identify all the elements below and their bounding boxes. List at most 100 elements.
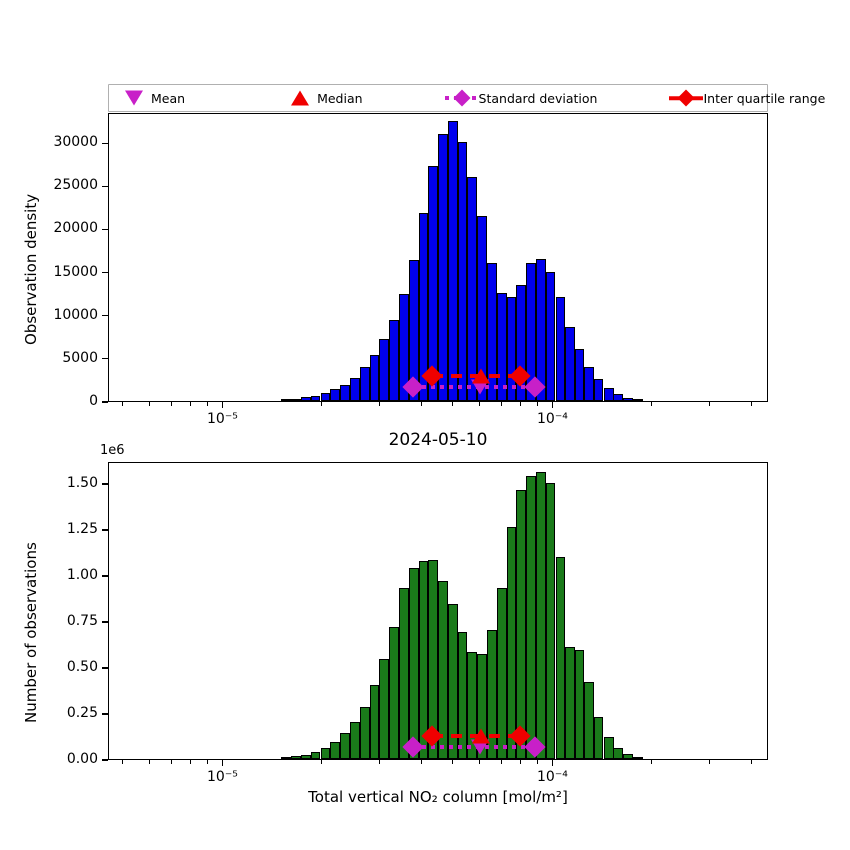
x-axis-label: Total vertical NO₂ column [mol/m²]	[308, 788, 568, 806]
bottom-histogram-bars	[109, 463, 767, 759]
y-axis-tick-label: 30000	[53, 134, 98, 151]
y-axis-tick	[102, 228, 108, 231]
x-axis-minor-tick	[519, 760, 521, 764]
histogram-bar	[467, 176, 478, 401]
histogram-bar	[428, 166, 439, 401]
histogram-bar	[359, 706, 370, 759]
x-axis-minor-tick	[709, 402, 711, 406]
histogram-bar	[526, 475, 536, 759]
y-axis-tick	[102, 529, 108, 531]
y-axis-tick-label: 5000	[62, 349, 98, 366]
x-axis-minor-tick	[519, 402, 521, 406]
histogram-bar	[622, 397, 633, 401]
x-axis-minor-tick	[189, 760, 191, 764]
histogram-bar	[291, 756, 301, 759]
histogram-bar	[291, 398, 301, 401]
top-plot-area	[108, 113, 768, 402]
y-axis-tick-label: 0.75	[66, 613, 98, 630]
histogram-bar	[438, 580, 448, 759]
x-axis-minor-tick	[500, 760, 502, 764]
y-axis-tick	[102, 401, 108, 403]
y-axis-tick-label: 0.25	[66, 705, 98, 721]
y-axis-tick-label: 1.50	[66, 475, 98, 492]
histogram-bar	[506, 297, 517, 401]
x-axis-minor-tick	[420, 760, 422, 764]
histogram-bar	[340, 384, 351, 401]
legend-label-standard-deviation: Standard deviation	[478, 90, 598, 106]
y-axis-tick	[102, 713, 108, 715]
histogram-bar	[418, 561, 429, 759]
histogram-bar	[418, 212, 429, 401]
y-axis-tick	[102, 271, 108, 274]
histogram-bar	[310, 395, 321, 401]
y-axis-tick-label: 25000	[53, 177, 98, 194]
histogram-bar	[340, 733, 351, 759]
bottom-y-offset-label: 1e6	[100, 443, 125, 458]
histogram-bar	[496, 293, 507, 401]
y-axis-tick-label: 0.50	[66, 659, 98, 676]
histogram-bar	[506, 527, 517, 759]
triangle-up-icon	[283, 89, 317, 107]
x-axis-minor-tick	[148, 402, 150, 406]
x-axis-tick-label: 10⁻⁴	[537, 769, 568, 785]
y-axis-tick	[102, 315, 108, 317]
histogram-bar	[447, 120, 458, 401]
histogram-bar	[535, 258, 546, 401]
histogram-bar	[408, 567, 419, 759]
y-axis-tick-label: 1.25	[66, 521, 98, 538]
histogram-bar	[301, 397, 311, 401]
dotted-diamond-icon	[444, 89, 479, 107]
x-axis-minor-tick	[170, 402, 172, 406]
x-axis-minor-tick	[452, 760, 454, 764]
bottom-plot-area	[108, 462, 768, 760]
legend-label-mean: Mean	[151, 90, 186, 106]
y-axis-tick-label: 0	[89, 393, 98, 409]
x-axis-tick-label: 10⁻⁴	[537, 411, 568, 427]
y-axis-tick-label: 1.00	[66, 567, 98, 584]
histogram-bar	[320, 747, 331, 759]
histogram-bar	[603, 388, 614, 401]
histogram-bar	[564, 326, 575, 401]
y-axis-tick	[102, 575, 108, 577]
histogram-bar	[457, 142, 468, 401]
histogram-bar	[457, 632, 468, 759]
histogram-bar	[369, 685, 380, 759]
histogram-bar	[398, 294, 409, 401]
x-axis-minor-tick	[709, 760, 711, 764]
histogram-bar	[516, 490, 527, 759]
x-axis-minor-tick	[536, 760, 538, 764]
legend: Mean Median Standard deviation Inter qua…	[108, 84, 825, 112]
histogram-bar	[632, 399, 643, 401]
histogram-bar	[398, 587, 409, 759]
x-axis-minor-tick	[478, 760, 480, 764]
histogram-bar	[467, 652, 478, 759]
top-y-axis-label: Observation density	[22, 193, 40, 345]
y-axis-tick	[102, 142, 108, 144]
histogram-bar	[379, 338, 390, 401]
x-axis-major-tick	[551, 402, 554, 408]
histogram-bar	[487, 630, 497, 759]
histogram-bar	[613, 394, 623, 401]
histogram-bar	[349, 722, 360, 759]
histogram-bar	[281, 399, 292, 401]
histogram-bar	[593, 378, 604, 401]
y-axis-tick-label: 0.00	[66, 751, 98, 767]
histogram-bar	[447, 604, 458, 759]
x-axis-minor-tick	[206, 760, 208, 764]
histogram-bar	[545, 483, 556, 759]
x-axis-minor-tick	[452, 402, 454, 406]
x-axis-minor-tick	[420, 402, 422, 406]
x-axis-minor-tick	[122, 402, 124, 406]
x-axis-minor-tick	[750, 402, 752, 406]
histogram-bar	[545, 271, 556, 401]
dashed-diamond-icon	[669, 89, 704, 107]
histogram-bar	[487, 262, 497, 401]
histogram-bar	[622, 753, 633, 759]
y-axis-tick	[102, 621, 108, 623]
histogram-bar	[359, 367, 370, 401]
histogram-bar	[310, 751, 321, 759]
x-axis-minor-tick	[170, 760, 172, 764]
histogram-bar	[632, 757, 643, 759]
x-axis-major-tick	[221, 760, 224, 766]
